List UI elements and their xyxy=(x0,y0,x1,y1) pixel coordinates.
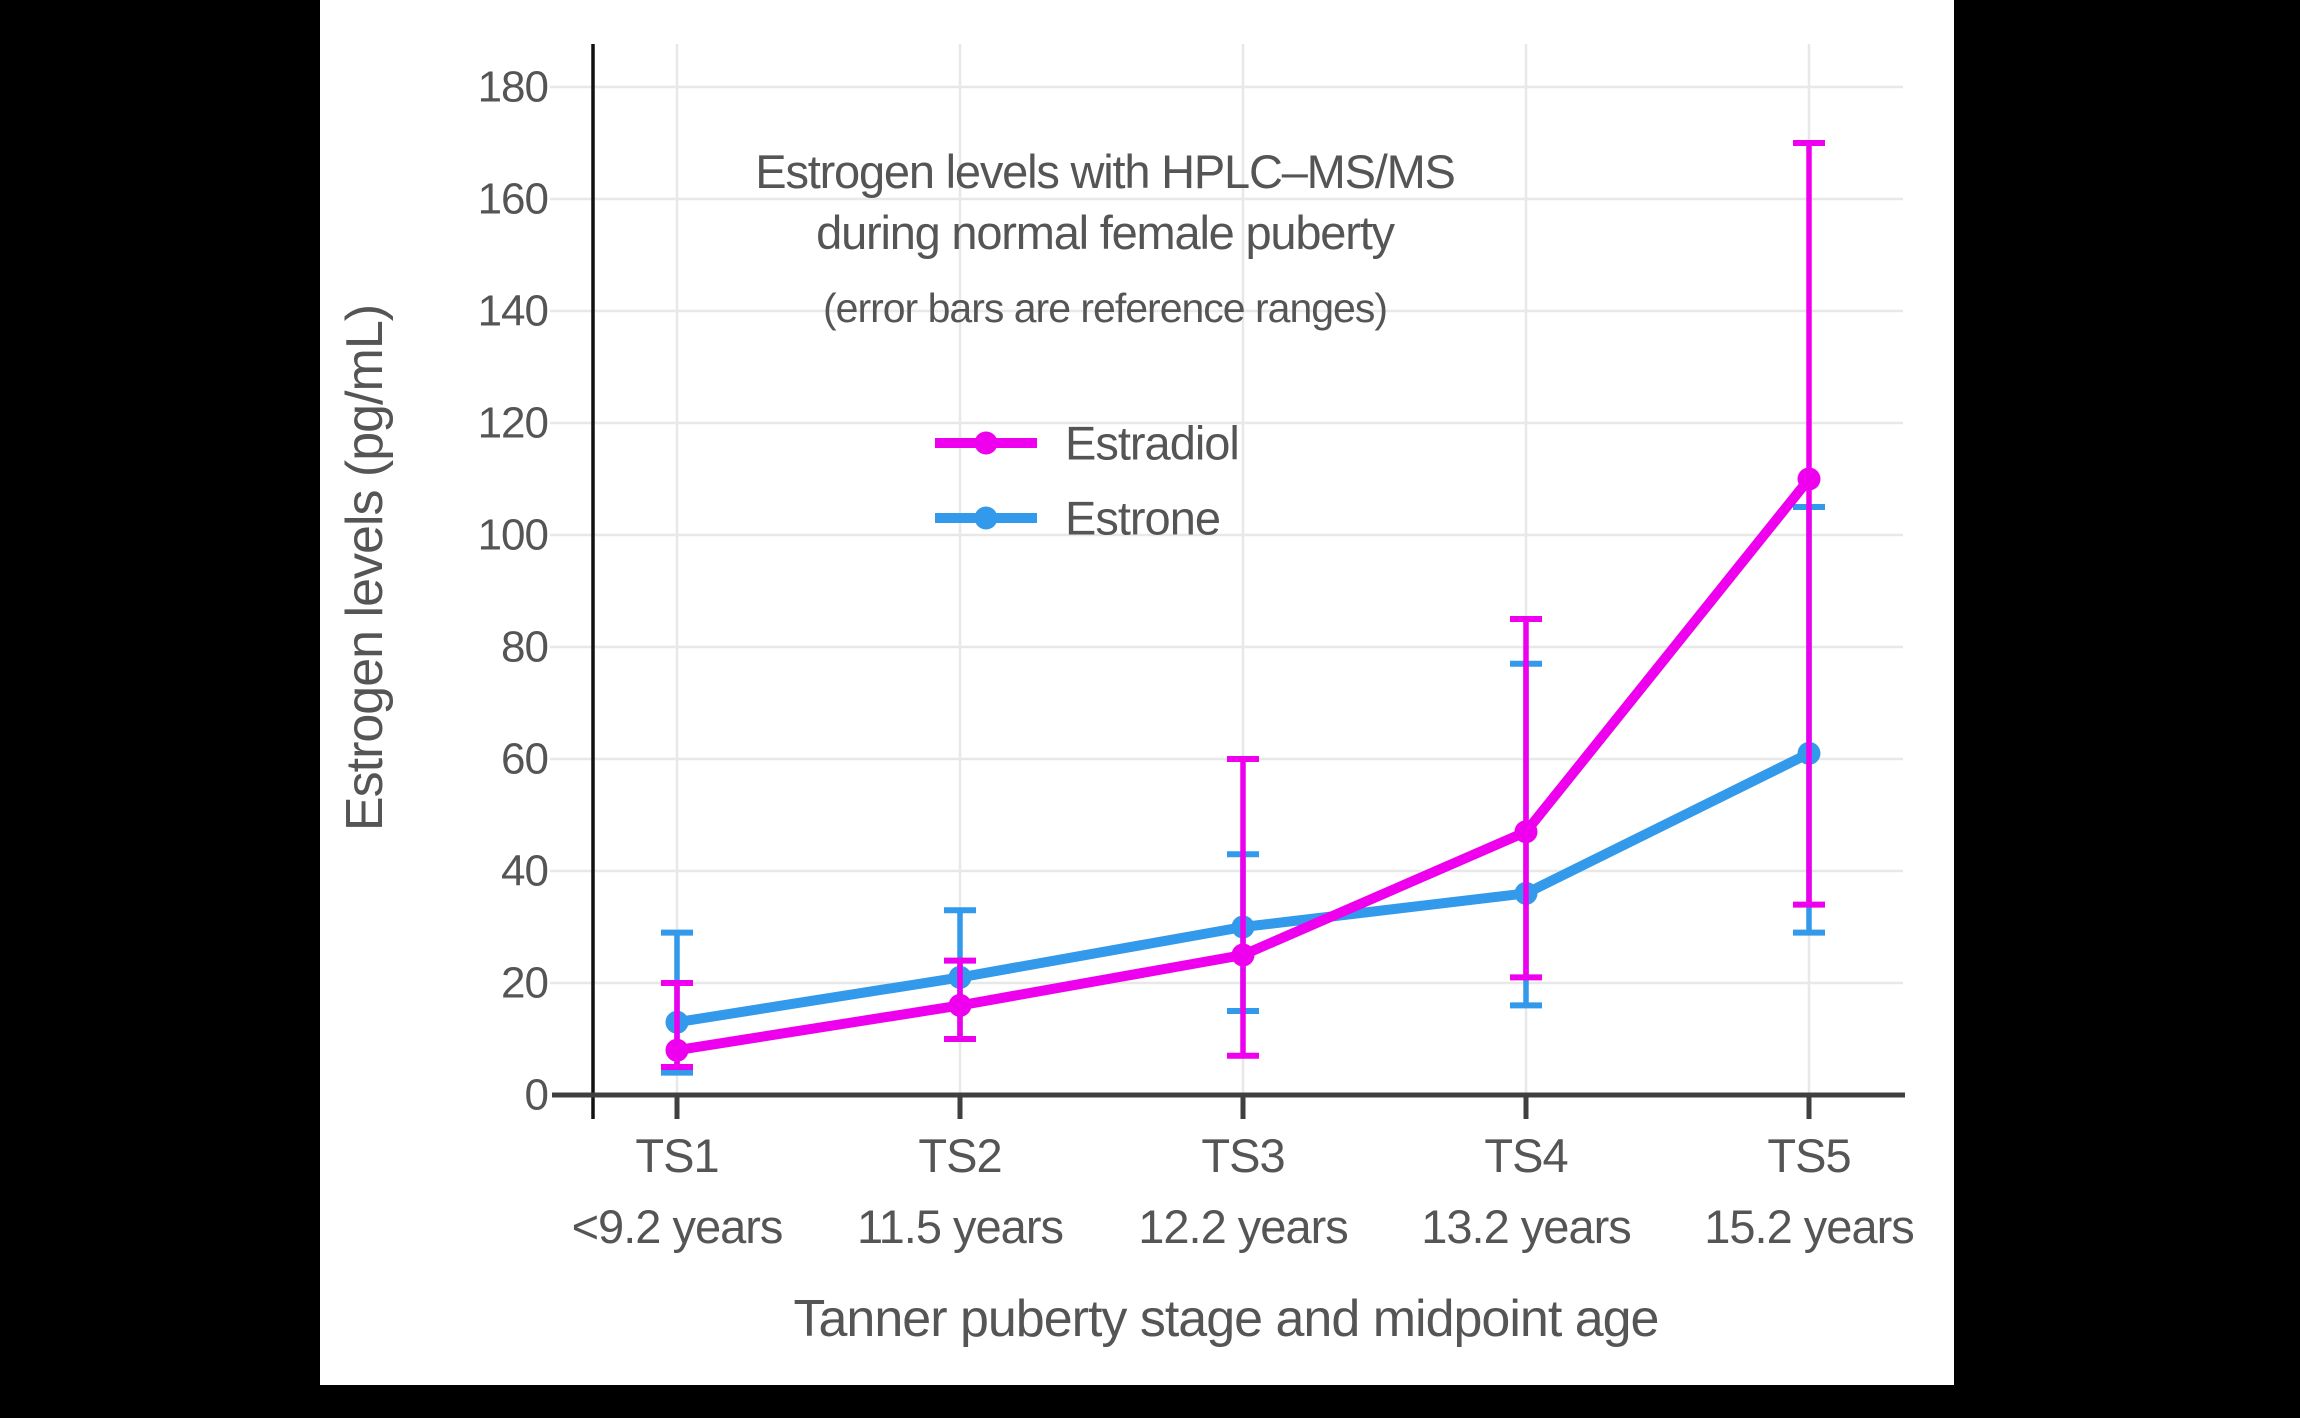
series-estradiol xyxy=(661,140,1825,1070)
x-tick-label-TS2: TS2 xyxy=(918,1129,1001,1182)
legend-item-estradiol: Estradiol xyxy=(935,417,1240,470)
y-tick-label-140: 140 xyxy=(478,287,548,336)
legend: Estradiol Estrone xyxy=(935,417,1240,545)
y-tick-label-160: 160 xyxy=(478,175,548,224)
chart-panel: 0 20 40 60 80 100 120 140 160 180 TS1 <9.2 years TS2… xyxy=(320,0,1954,1385)
data-point-estradiol-TS3 xyxy=(1231,943,1255,967)
y-tick-label-80: 80 xyxy=(501,623,548,672)
x-age-label-TS4: 13.2 years xyxy=(1421,1200,1630,1253)
y-tick-label-20: 20 xyxy=(501,959,548,1008)
data-point-estradiol-TS4 xyxy=(1514,820,1538,844)
x-tick-label-TS4: TS4 xyxy=(1484,1129,1567,1182)
legend-item-estrone: Estrone xyxy=(935,492,1221,545)
data-point-estradiol-TS2 xyxy=(948,993,972,1017)
axis-layer xyxy=(552,44,1905,1119)
x-tick-label-TS1: TS1 xyxy=(635,1129,718,1182)
legend-marker-dot-estrone xyxy=(974,506,998,530)
legend-marker-dot-estradiol xyxy=(974,431,998,455)
legend-label-estrone: Estrone xyxy=(1065,492,1220,545)
legend-label-estradiol: Estradiol xyxy=(1065,417,1239,470)
x-age-label-TS1: <9.2 years xyxy=(572,1200,783,1253)
x-age-label-TS5: 15.2 years xyxy=(1704,1200,1913,1253)
y-tick-label-120: 120 xyxy=(478,399,548,448)
x-tick-label-TS3: TS3 xyxy=(1201,1129,1284,1182)
chart-title-line2: during normal female puberty xyxy=(816,206,1395,259)
data-point-estradiol-TS1 xyxy=(665,1038,689,1062)
gridline-layer xyxy=(550,44,1903,1095)
estrogen-puberty-line-chart: 0 20 40 60 80 100 120 140 160 180 TS1 <9.2 years TS2… xyxy=(336,44,1915,1348)
tick-label-layer: 0 20 40 60 80 100 120 140 160 180 TS1 <9.2 years TS2… xyxy=(478,63,1915,1254)
x-age-label-TS3: 12.2 years xyxy=(1138,1200,1347,1253)
chart-subtitle: (error bars are reference ranges) xyxy=(823,285,1387,331)
y-axis-title: Estrogen levels (pg/mL) xyxy=(336,305,394,831)
chart-title-line1: Estrogen levels with HPLC–MS/MS xyxy=(755,145,1454,198)
x-tick-label-TS5: TS5 xyxy=(1767,1129,1850,1182)
x-age-label-TS2: 11.5 years xyxy=(857,1200,1063,1253)
y-tick-label-180: 180 xyxy=(478,63,548,112)
y-tick-label-100: 100 xyxy=(478,511,548,560)
data-series-layer xyxy=(661,140,1825,1076)
y-tick-label-0: 0 xyxy=(525,1071,548,1120)
data-point-estradiol-TS5 xyxy=(1797,467,1821,491)
y-tick-label-40: 40 xyxy=(501,847,548,896)
y-tick-label-60: 60 xyxy=(501,735,548,784)
x-axis-title: Tanner puberty stage and midpoint age xyxy=(794,1290,1659,1348)
